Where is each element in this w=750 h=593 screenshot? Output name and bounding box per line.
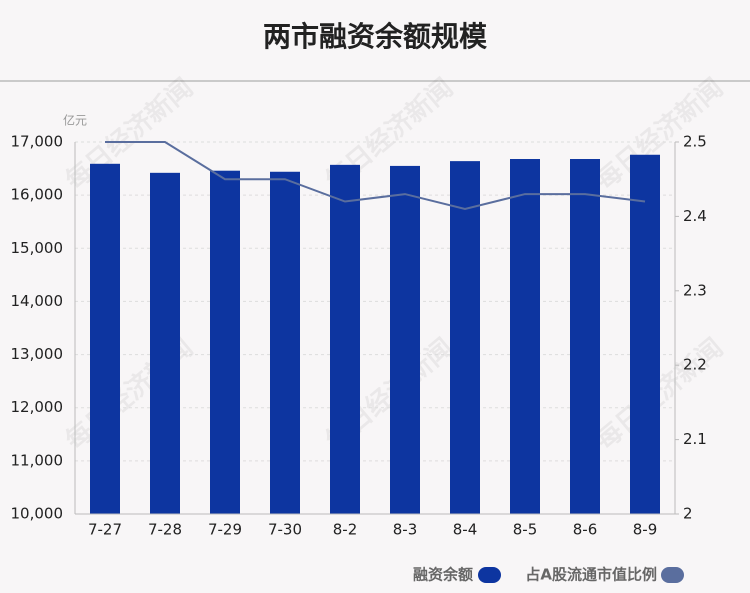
line xyxy=(105,141,646,210)
y-tick-label: 17,000 xyxy=(11,133,64,151)
y-tick-label: 13,000 xyxy=(11,345,64,363)
legend-label: 融资余额 xyxy=(413,566,473,584)
y-tick-label: 11,000 xyxy=(11,451,64,469)
bar xyxy=(390,165,420,514)
chart-title: 两市融资余额规模 xyxy=(263,20,488,53)
bar xyxy=(90,163,120,514)
x-tick-label: 8-6 xyxy=(573,521,598,539)
bar xyxy=(450,161,480,515)
bar xyxy=(570,159,600,514)
legend-label: 占A股流通市值比例 xyxy=(525,566,657,584)
y2-tick-label: 2.1 xyxy=(683,430,707,448)
x-tick-label: 7-29 xyxy=(208,521,242,539)
y-tick-label: 12,000 xyxy=(11,398,64,416)
legend-swatch xyxy=(661,567,684,583)
bar xyxy=(150,172,180,514)
x-tick-label: 7-30 xyxy=(268,521,302,539)
y-tick-label: 10,000 xyxy=(11,505,64,523)
legend-swatch xyxy=(478,567,501,583)
x-tick-label: 8-9 xyxy=(633,521,658,539)
y-tick-label: 15,000 xyxy=(11,239,64,257)
y2-tick-label: 2.3 xyxy=(683,281,707,299)
y2-tick-label: 2 xyxy=(683,505,693,523)
y-unit: 亿元 xyxy=(63,113,87,128)
bar xyxy=(510,159,540,514)
bar xyxy=(330,164,360,514)
y2-tick-label: 2.4 xyxy=(683,207,707,225)
x-tick-label: 7-27 xyxy=(88,521,122,539)
y2-tick-label: 2.2 xyxy=(683,356,707,374)
x-tick-label: 8-4 xyxy=(453,521,478,539)
bar xyxy=(270,171,300,514)
x-tick-label: 7-28 xyxy=(148,521,182,539)
y2-tick-label: 2.5 xyxy=(683,133,707,151)
y-tick-label: 14,000 xyxy=(11,292,64,310)
bar xyxy=(630,154,660,515)
x-tick-label: 8-2 xyxy=(333,521,358,539)
x-tick-label: 8-3 xyxy=(393,521,418,539)
bar xyxy=(210,170,240,514)
y-tick-label: 16,000 xyxy=(11,186,64,204)
x-tick-label: 8-5 xyxy=(513,521,538,539)
